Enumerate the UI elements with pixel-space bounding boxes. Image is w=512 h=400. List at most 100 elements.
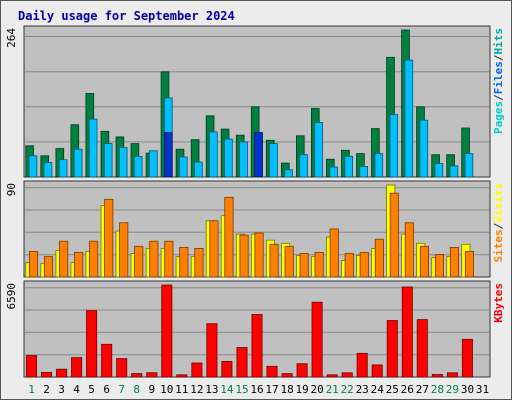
bar-kbytes-day-24: [371, 364, 383, 378]
bar-sites-day-6: [104, 198, 114, 278]
bar-files-day-30: [464, 153, 474, 178]
bar-kbytes-day-10: [161, 284, 173, 378]
bar-files-day-4: [73, 148, 83, 178]
bar-sites-day-8: [134, 245, 144, 278]
x-tick-day-17: 17: [265, 383, 278, 396]
bar-kbytes-day-15: [236, 347, 248, 378]
bar-kbytes-day-17: [266, 365, 278, 378]
bar-files-day-18: [284, 169, 293, 178]
bar-sites-day-16: [254, 232, 264, 278]
bar-files-day-26: [404, 59, 414, 178]
bar-sites-day-12: [194, 247, 204, 278]
bar-kbytes-day-26: [401, 286, 413, 378]
x-tick-day-8: 8: [133, 383, 140, 396]
bar-kbytes-day-11: [176, 374, 188, 378]
bar-kbytes-day-2: [41, 371, 53, 378]
x-tick-day-15: 15: [235, 383, 248, 396]
x-tick-day-27: 27: [416, 383, 429, 396]
bar-kbytes-day-23: [356, 352, 368, 378]
bar-kbytes-day-19: [296, 363, 308, 378]
bar-sites-day-26: [404, 222, 414, 278]
x-tick-day-23: 23: [356, 383, 369, 396]
bar-kbytes-day-3: [56, 368, 68, 378]
bar-files-day-24: [374, 153, 384, 178]
bar-kbytes-day-9: [146, 372, 158, 378]
x-tick-day-10: 10: [160, 383, 173, 396]
legend-visits-sites: Sites/Visits: [492, 183, 505, 263]
bar-kbytes-day-21: [326, 374, 338, 378]
bar-files-day-21: [329, 166, 338, 178]
bar-pages-day-10: [163, 132, 173, 178]
bar-kbytes-day-6: [101, 343, 113, 378]
bar-kbytes-day-12: [191, 362, 203, 378]
bar-kbytes-day-25: [386, 320, 398, 378]
bar-kbytes-day-13: [206, 323, 218, 378]
x-tick-day-25: 25: [386, 383, 399, 396]
bar-sites-day-11: [179, 246, 189, 278]
bar-sites-day-1: [28, 250, 39, 278]
chart-title: Daily usage for September 2024: [18, 9, 235, 23]
bar-files-day-3: [58, 159, 68, 178]
bar-files-day-7: [118, 147, 128, 178]
legend-entry: Visits: [492, 183, 505, 223]
bar-sites-day-14: [224, 196, 234, 278]
bar-kbytes-day-22: [341, 372, 353, 378]
y-max-label-kbytes: 6590: [5, 283, 18, 310]
bar-kbytes-day-4: [71, 357, 83, 378]
bar-sites-day-3: [59, 240, 69, 278]
bar-sites-day-29: [449, 246, 459, 278]
x-tick-day-9: 9: [148, 383, 155, 396]
x-tick-day-19: 19: [295, 383, 308, 396]
bar-sites-day-22: [344, 253, 354, 278]
x-tick-day-28: 28: [431, 383, 444, 396]
legend-hits-files-pages: Pages/Files/Hits: [492, 28, 505, 134]
bar-kbytes-day-18: [281, 373, 293, 378]
bar-sites-day-2: [44, 256, 54, 278]
x-tick-day-2: 2: [43, 383, 50, 396]
bar-kbytes-day-14: [221, 360, 233, 378]
bar-files-day-15: [239, 141, 248, 178]
bar-kbytes-day-5: [86, 310, 98, 378]
x-tick-day-21: 21: [326, 383, 339, 396]
bar-sites-day-19: [299, 253, 309, 278]
bar-sites-day-5: [89, 240, 99, 278]
x-tick-day-26: 26: [401, 383, 414, 396]
x-tick-day-31: 31: [476, 383, 489, 396]
bar-kbytes-day-20: [311, 301, 323, 378]
legend-entry: Pages: [492, 101, 505, 134]
bar-kbytes-day-16: [251, 314, 263, 378]
x-tick-day-13: 13: [205, 383, 218, 396]
bar-files-day-5: [88, 118, 98, 178]
x-tick-day-29: 29: [446, 383, 459, 396]
bar-sites-day-18: [284, 245, 294, 278]
bar-sites-day-23: [359, 252, 369, 278]
legend-entry: /: [492, 222, 505, 229]
bar-kbytes-day-1: [25, 355, 37, 378]
x-tick-day-30: 30: [461, 383, 474, 396]
legend-entry: KBytes: [492, 283, 505, 323]
bar-sites-day-20: [314, 252, 324, 278]
bar-files-day-12: [194, 161, 203, 178]
bar-kbytes-day-28: [431, 374, 443, 378]
bar-sites-day-27: [419, 245, 429, 278]
bar-sites-day-15: [239, 234, 249, 278]
x-tick-day-5: 5: [88, 383, 95, 396]
legend-entry: Sites: [492, 229, 505, 262]
bar-sites-day-17: [269, 243, 279, 278]
bar-files-day-23: [359, 165, 368, 178]
legend-entry: Files: [492, 61, 505, 94]
y-max-label-visits-sites: 90: [5, 183, 18, 196]
bar-files-day-17: [269, 143, 278, 178]
x-tick-day-24: 24: [371, 383, 385, 396]
x-tick-day-16: 16: [250, 383, 263, 396]
bar-files-day-28: [434, 163, 444, 178]
bar-sites-day-30: [464, 250, 474, 278]
bar-pages-day-16: [254, 132, 263, 178]
bar-sites-day-7: [119, 222, 129, 278]
bar-sites-day-25: [389, 192, 399, 278]
x-tick-day-7: 7: [118, 383, 125, 396]
y-max-label-hits-files-pages: 264: [5, 28, 18, 48]
bar-sites-day-24: [374, 238, 384, 278]
bar-files-day-22: [344, 155, 353, 178]
